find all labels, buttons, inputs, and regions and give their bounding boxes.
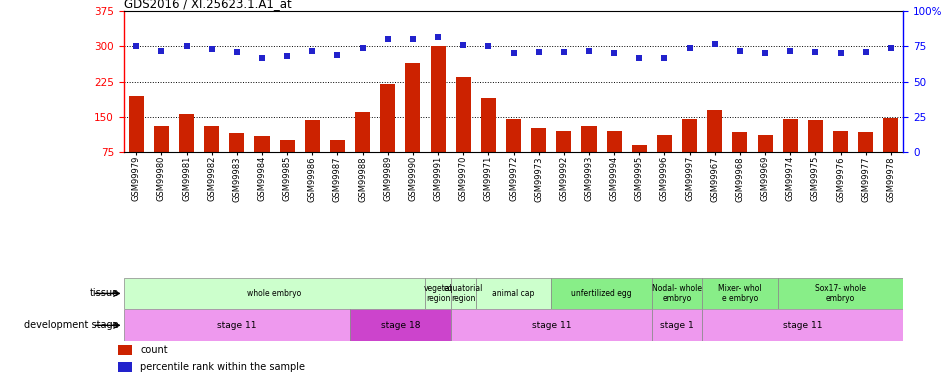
Point [631, 55, 647, 61]
Text: unfertilized egg: unfertilized egg [572, 289, 631, 298]
Bar [405, 63, 420, 152]
Point [506, 51, 521, 57]
Bar [456, 77, 471, 152]
Bar [858, 132, 873, 152]
Point [883, 45, 899, 51]
Point [355, 45, 370, 51]
Bar [154, 126, 169, 152]
Text: Mixer- whol
e embryo: Mixer- whol e embryo [718, 284, 762, 303]
Bar [355, 112, 370, 152]
Bar [255, 136, 269, 152]
Text: stage 1: stage 1 [660, 321, 694, 330]
Bar [758, 135, 772, 152]
Point [481, 44, 496, 50]
Point [405, 36, 420, 42]
Bar [304, 120, 320, 152]
Bar [581, 126, 596, 152]
Point [330, 52, 345, 58]
Bar [631, 145, 647, 152]
Text: GDS2016 / XI.25623.1.A1_at: GDS2016 / XI.25623.1.A1_at [124, 0, 291, 10]
Point [531, 49, 546, 55]
Point [732, 48, 747, 54]
Point [154, 48, 169, 54]
Text: Sox17- whole
embryо: Sox17- whole embryо [815, 284, 866, 303]
Bar [708, 110, 723, 152]
Text: whole embryo: whole embryo [247, 289, 301, 298]
Point [229, 49, 244, 55]
Point [783, 48, 798, 54]
Bar [657, 135, 672, 152]
Bar [128, 96, 144, 152]
Point [204, 46, 220, 52]
Bar [833, 131, 848, 152]
Bar [476, 278, 552, 309]
Point [657, 55, 672, 61]
Text: stage 11: stage 11 [532, 321, 571, 330]
Text: stage 18: stage 18 [380, 321, 420, 330]
Text: stage 11: stage 11 [783, 321, 823, 330]
Bar [552, 278, 651, 309]
Point [682, 45, 697, 51]
Bar [425, 278, 451, 309]
Bar [651, 309, 702, 341]
Point [431, 34, 446, 40]
Point [556, 49, 572, 55]
Bar [124, 309, 350, 341]
Bar [350, 309, 451, 341]
Bar [651, 278, 702, 309]
Point [858, 49, 873, 55]
Bar [431, 46, 446, 152]
Point [179, 44, 194, 50]
Bar [280, 140, 295, 152]
Bar [204, 126, 220, 152]
Bar [506, 119, 521, 152]
Point [581, 48, 596, 54]
Point [304, 48, 320, 54]
Bar [481, 98, 495, 152]
Text: tissue: tissue [89, 288, 119, 298]
Bar [451, 309, 651, 341]
Bar [702, 278, 778, 309]
Bar [556, 131, 572, 152]
Point [758, 51, 773, 57]
Bar [783, 119, 798, 152]
Text: Nodal- whole
embryо: Nodal- whole embryо [652, 284, 702, 303]
Bar [778, 278, 903, 309]
Point [380, 36, 396, 42]
Point [807, 49, 823, 55]
Text: count: count [140, 345, 167, 355]
Point [128, 44, 144, 50]
Bar [532, 128, 546, 152]
Point [280, 53, 295, 59]
Text: development stage: development stage [24, 320, 119, 330]
Text: equatorial
region: equatorial region [443, 284, 483, 303]
Point [708, 40, 723, 46]
Bar [451, 278, 476, 309]
Bar [330, 140, 345, 152]
Bar [883, 118, 899, 152]
Text: vegetal
region: vegetal region [424, 284, 453, 303]
Bar [118, 345, 132, 355]
Text: percentile rank within the sample: percentile rank within the sample [140, 362, 305, 372]
Text: animal cap: animal cap [493, 289, 534, 298]
Point [254, 55, 269, 61]
Bar [380, 84, 396, 152]
Text: stage 11: stage 11 [217, 321, 257, 330]
Point [833, 51, 848, 57]
Bar [732, 132, 747, 152]
Bar [118, 362, 132, 372]
Bar [179, 114, 194, 152]
Bar [124, 278, 425, 309]
Bar [229, 133, 244, 152]
Bar [702, 309, 903, 341]
Bar [682, 119, 697, 152]
Bar [607, 131, 622, 152]
Point [456, 42, 471, 48]
Bar [807, 120, 823, 152]
Point [607, 51, 622, 57]
